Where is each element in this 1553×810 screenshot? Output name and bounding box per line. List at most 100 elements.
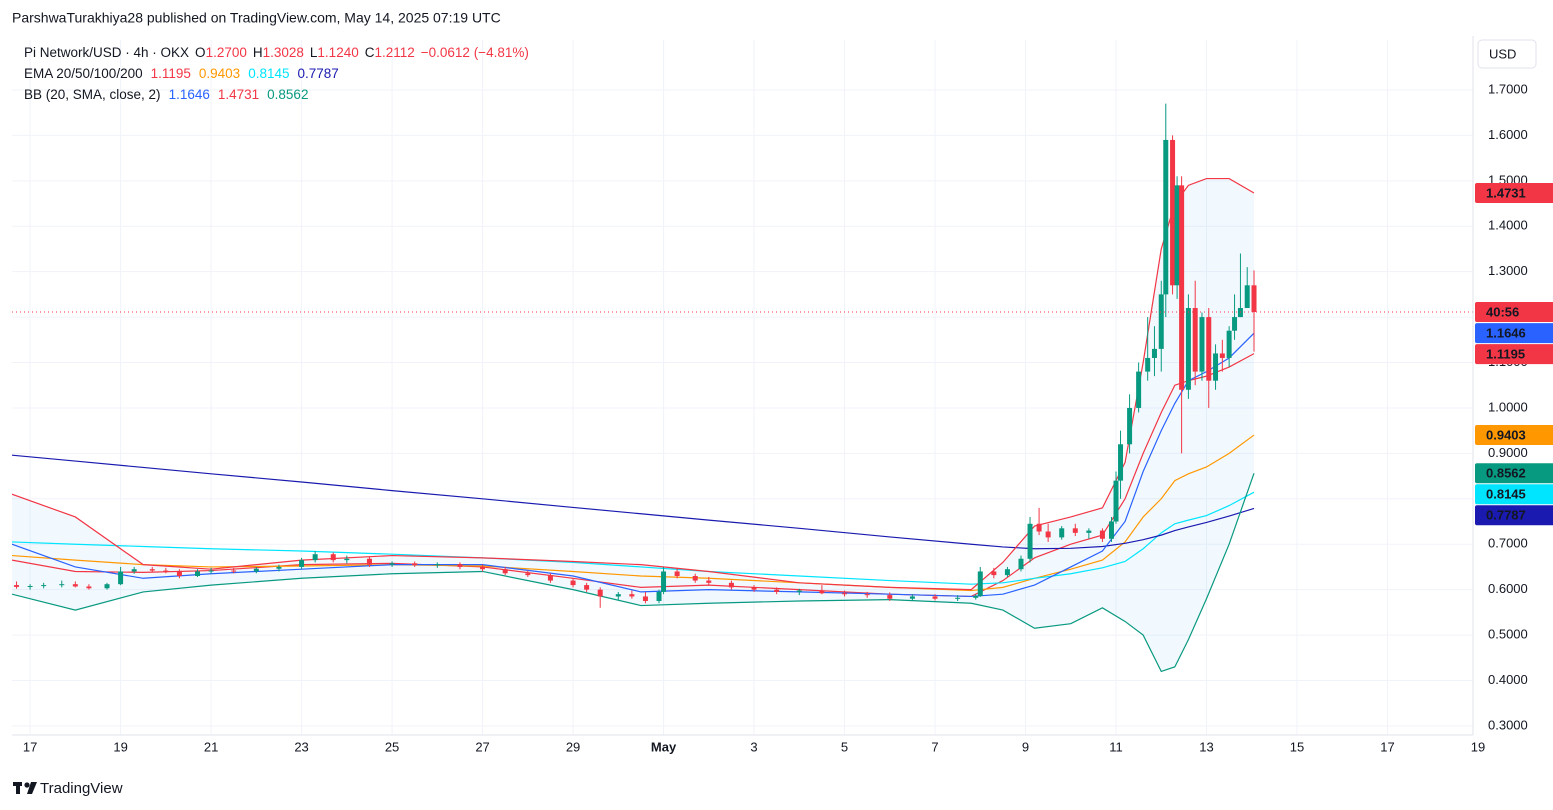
price-box xyxy=(1475,484,1553,505)
candle-body xyxy=(1086,530,1092,533)
x-tick-label: 19 xyxy=(1471,739,1485,754)
candle-body xyxy=(706,580,712,583)
candle-body xyxy=(330,554,336,561)
x-tick-label: 13 xyxy=(1199,739,1213,754)
legend-row: BB (20, SMA, close, 2) 1.1646 1.4731 0.8562 xyxy=(24,87,308,102)
candle-body xyxy=(231,570,237,572)
y-tick-label: 0.6000 xyxy=(1488,581,1528,596)
price-box xyxy=(1475,302,1553,323)
candle-body xyxy=(909,596,915,599)
x-tick-label: 23 xyxy=(294,739,308,754)
x-tick-label: 3 xyxy=(750,739,757,754)
candle-body xyxy=(977,571,983,596)
candle-body xyxy=(1219,353,1225,358)
candle-body xyxy=(1244,285,1250,309)
y-tick-label: 1.7000 xyxy=(1488,81,1528,96)
candle-body xyxy=(389,563,395,565)
candle-body xyxy=(1185,308,1191,390)
candle-body xyxy=(932,596,938,599)
ohlc-key: C xyxy=(365,45,375,60)
candle-body xyxy=(27,586,33,588)
candle-body xyxy=(692,576,698,581)
candle-body xyxy=(1004,569,1010,576)
price-box xyxy=(1475,323,1553,344)
candle-body xyxy=(1213,353,1219,381)
price-box xyxy=(1475,425,1553,446)
candle-body xyxy=(774,589,780,592)
y-tick-label: 1.6000 xyxy=(1488,127,1528,142)
candle-body xyxy=(973,596,979,598)
candle-body xyxy=(1206,317,1212,381)
candle-body xyxy=(1237,308,1243,318)
candle-body xyxy=(1251,285,1257,313)
legend-row: EMA 20/50/100/200 1.1195 0.9403 0.8145 0.778… xyxy=(24,66,339,81)
ohlc-value: 1.2700 xyxy=(206,45,247,60)
candle-body xyxy=(842,593,848,595)
candle-body xyxy=(629,594,635,597)
price-box-label: 1.1195 xyxy=(1486,347,1525,362)
x-tick-label: 7 xyxy=(931,739,938,754)
x-tick-label: May xyxy=(651,739,677,754)
y-tick-label: 0.9000 xyxy=(1488,445,1528,460)
x-tick-label: 9 xyxy=(1022,739,1029,754)
candle-body xyxy=(1118,444,1124,481)
ohlc-value: 1.1240 xyxy=(317,45,358,60)
candle-body xyxy=(1136,371,1142,408)
price-box xyxy=(1475,183,1553,204)
y-tick-label: 0.4000 xyxy=(1488,672,1528,687)
candle-body xyxy=(1127,407,1133,445)
candle-body xyxy=(864,594,870,596)
candle-body xyxy=(547,575,553,581)
indicator-value: 0.9403 xyxy=(199,66,240,81)
legend-row: Pi Network/USD · 4h · OKX O1.2700 H1.3028 L… xyxy=(24,45,529,60)
candle-body xyxy=(1145,357,1151,372)
bb-fill xyxy=(12,178,1255,672)
brand-logo xyxy=(13,782,37,794)
publish-note: ParshwaTurakhiya28 published on TradingV… xyxy=(12,10,501,26)
candle-body xyxy=(1192,308,1198,372)
brand: TradingView xyxy=(40,780,123,797)
candle-body xyxy=(1045,531,1051,538)
indicator-line xyxy=(12,473,1255,673)
candle-body xyxy=(796,590,802,592)
x-tick-label: 17 xyxy=(23,739,37,754)
x-tick-label: 19 xyxy=(113,739,127,754)
candle-body xyxy=(163,570,169,572)
indicator-line xyxy=(12,491,1255,585)
candle-body xyxy=(104,584,110,589)
ohlc-key: H xyxy=(253,45,263,60)
candle-body xyxy=(1163,139,1169,295)
y-tick-label: 0.3000 xyxy=(1488,717,1528,732)
x-tick-label: 11 xyxy=(1109,739,1123,754)
indicator-value: 1.4731 xyxy=(218,87,259,102)
candle-body xyxy=(176,571,182,577)
price-box-label: 0.8145 xyxy=(1486,487,1526,502)
candle-body xyxy=(208,570,214,572)
price-box-label: 1.1646 xyxy=(1486,326,1526,341)
candle-body xyxy=(597,589,603,597)
candle-body xyxy=(457,564,463,567)
candle-body xyxy=(887,595,893,599)
y-tick-label: 0.7000 xyxy=(1488,536,1528,551)
price-box-label: 40:56 xyxy=(1486,304,1519,319)
candle-body xyxy=(434,564,440,566)
x-tick-label: 17 xyxy=(1380,739,1394,754)
candle-body xyxy=(72,584,78,587)
candle-body xyxy=(149,569,155,571)
candle-body xyxy=(1151,348,1157,358)
symbol: Pi Network/USD · 4h · OKX xyxy=(24,45,189,60)
x-tick-label: 25 xyxy=(385,739,399,754)
candle-body xyxy=(14,585,20,587)
candle-body xyxy=(41,585,47,587)
candle-body xyxy=(366,558,372,565)
indicator-value: 0.8562 xyxy=(267,87,308,102)
indicator-title: EMA 20/50/100/200 xyxy=(24,66,143,81)
currency-label: USD xyxy=(1489,46,1516,61)
candle-body xyxy=(1174,185,1180,286)
candle-body xyxy=(1108,521,1114,539)
price-box xyxy=(1475,344,1553,365)
candle-body xyxy=(751,587,757,590)
candle-body xyxy=(642,596,648,601)
candle-body xyxy=(59,584,65,586)
